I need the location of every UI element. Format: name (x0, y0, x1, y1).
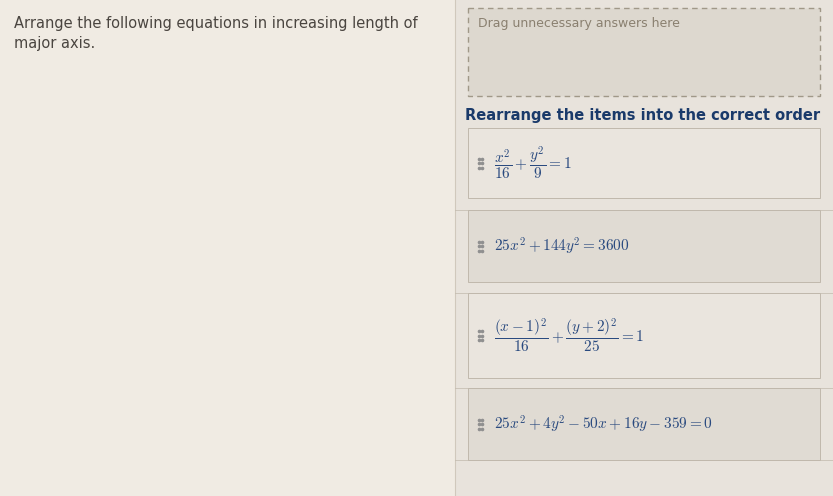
Text: $25x^2 + 4y^2 - 50x + 16y - 359 = 0$: $25x^2 + 4y^2 - 50x + 16y - 359 = 0$ (494, 414, 713, 434)
Text: $\dfrac{x^2}{16} + \dfrac{y^2}{9} = 1$: $\dfrac{x^2}{16} + \dfrac{y^2}{9} = 1$ (494, 144, 571, 182)
Text: $\dfrac{(x-1)^2}{16} + \dfrac{(y+2)^2}{25} = 1$: $\dfrac{(x-1)^2}{16} + \dfrac{(y+2)^2}{2… (494, 316, 645, 355)
Bar (468, 293, 820, 378)
Bar (468, 210, 820, 282)
Text: Rearrange the items into the correct order: Rearrange the items into the correct ord… (465, 108, 821, 123)
Text: major axis.: major axis. (14, 36, 95, 51)
Bar (0, 0, 455, 496)
Bar (468, 128, 820, 198)
Text: Drag unnecessary answers here: Drag unnecessary answers here (478, 17, 680, 30)
Bar (455, 0, 833, 496)
Bar (468, 388, 820, 460)
Text: Arrange the following equations in increasing length of: Arrange the following equations in incre… (14, 16, 417, 31)
Bar (468, 8, 820, 96)
Text: $25x^2 + 144y^2 = 3600$: $25x^2 + 144y^2 = 3600$ (494, 236, 630, 256)
